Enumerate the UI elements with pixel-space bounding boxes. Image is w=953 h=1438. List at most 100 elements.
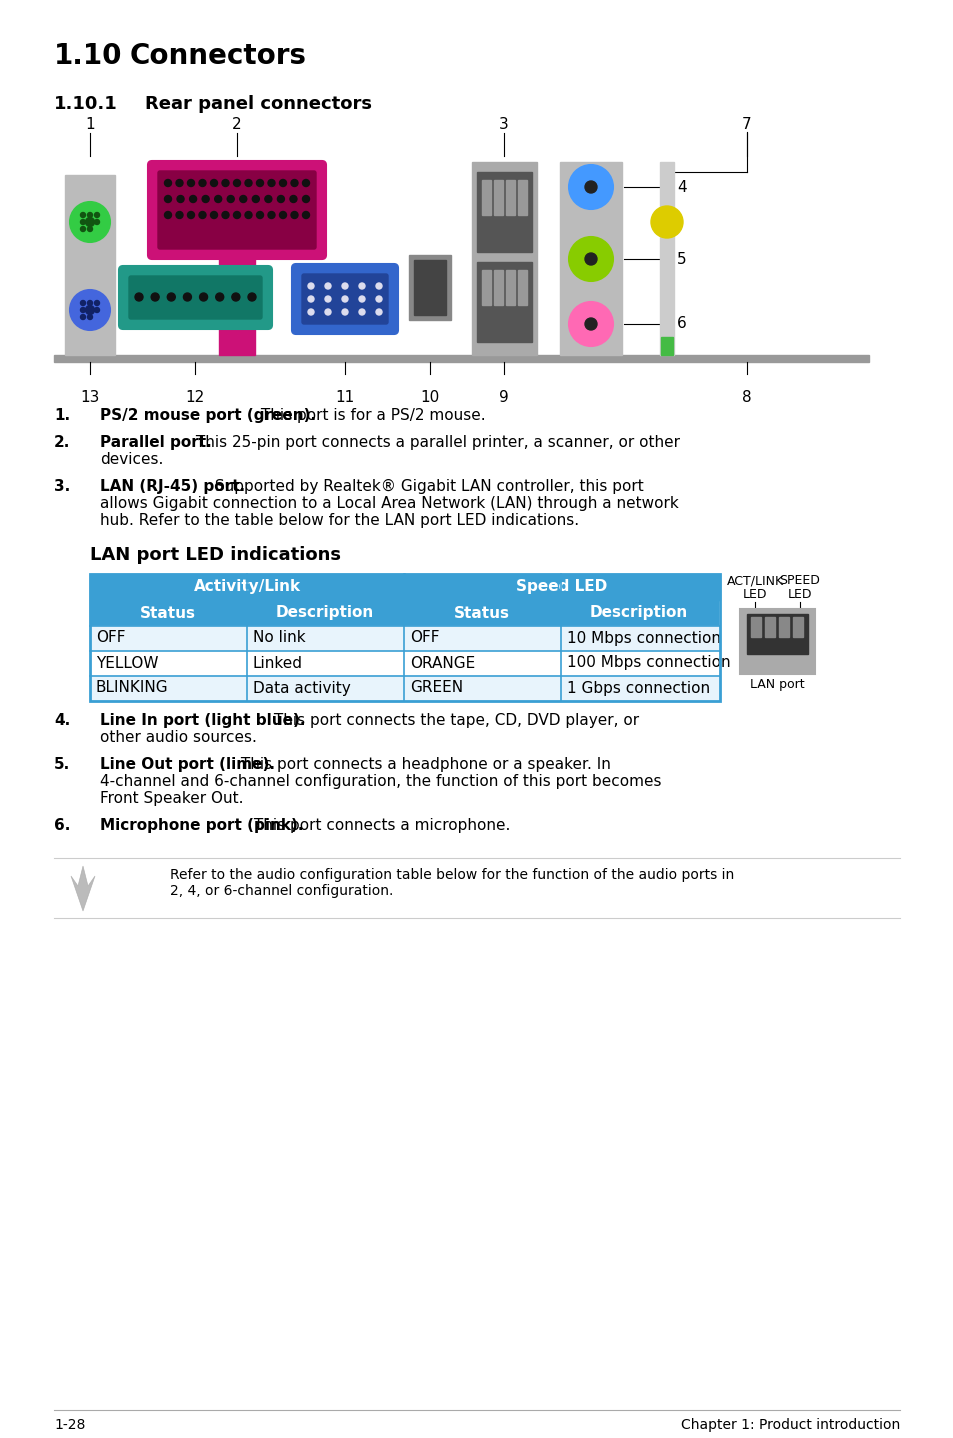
Bar xyxy=(746,614,807,654)
Text: allows Gigabit connection to a Local Area Network (LAN) through a network: allows Gigabit connection to a Local Are… xyxy=(100,496,678,510)
FancyBboxPatch shape xyxy=(148,161,326,259)
Circle shape xyxy=(94,220,99,224)
Circle shape xyxy=(164,180,172,187)
Text: Supported by Realtek® Gigabit LAN controller, this port: Supported by Realtek® Gigabit LAN contro… xyxy=(211,479,643,495)
Text: Description: Description xyxy=(275,605,374,621)
Text: This port connects a headphone or a speaker. In: This port connects a headphone or a spea… xyxy=(236,756,611,772)
Text: Line Out port (lime).: Line Out port (lime). xyxy=(100,756,274,772)
Text: This port connects a microphone.: This port connects a microphone. xyxy=(250,818,511,833)
Circle shape xyxy=(256,211,263,219)
Circle shape xyxy=(94,301,99,305)
Circle shape xyxy=(256,180,263,187)
Text: Status: Status xyxy=(454,605,510,621)
Circle shape xyxy=(650,206,682,239)
Circle shape xyxy=(135,293,143,301)
Text: 3.: 3. xyxy=(54,479,71,495)
Text: ACT/LINK: ACT/LINK xyxy=(725,574,782,587)
Bar xyxy=(219,255,254,355)
FancyBboxPatch shape xyxy=(302,275,388,324)
Text: 4: 4 xyxy=(677,180,686,194)
Bar xyxy=(505,270,515,305)
Circle shape xyxy=(232,293,239,301)
Text: Microphone port (pink).: Microphone port (pink). xyxy=(100,818,303,833)
Circle shape xyxy=(80,227,86,232)
Text: 1-28: 1-28 xyxy=(54,1418,85,1432)
Bar xyxy=(559,162,621,355)
Text: LED: LED xyxy=(787,588,811,601)
Circle shape xyxy=(239,196,247,203)
Text: 1.: 1. xyxy=(54,408,71,423)
Circle shape xyxy=(80,213,86,217)
Text: Line In port (light blue).: Line In port (light blue). xyxy=(100,713,305,728)
Circle shape xyxy=(175,211,183,219)
Text: 8: 8 xyxy=(741,390,751,406)
Text: 2: 2 xyxy=(232,116,241,132)
Circle shape xyxy=(308,309,314,315)
Circle shape xyxy=(568,237,613,280)
Text: This port is for a PS/2 mouse.: This port is for a PS/2 mouse. xyxy=(255,408,485,423)
Circle shape xyxy=(88,213,92,217)
Text: 7: 7 xyxy=(741,116,751,132)
Bar xyxy=(54,355,868,362)
Text: Status: Status xyxy=(140,605,195,621)
Circle shape xyxy=(265,196,272,203)
Text: Rear panel connectors: Rear panel connectors xyxy=(145,95,372,114)
Text: LAN port: LAN port xyxy=(749,677,803,692)
Circle shape xyxy=(375,283,381,289)
Circle shape xyxy=(214,196,221,203)
Circle shape xyxy=(222,211,229,219)
Bar xyxy=(405,574,720,600)
Text: LAN port LED indications: LAN port LED indications xyxy=(90,546,340,564)
Bar xyxy=(90,574,405,600)
Text: 13: 13 xyxy=(80,390,99,406)
Text: Description: Description xyxy=(589,605,687,621)
Circle shape xyxy=(164,211,172,219)
Circle shape xyxy=(325,296,331,302)
Circle shape xyxy=(70,201,110,242)
Circle shape xyxy=(291,211,297,219)
Bar xyxy=(414,260,446,315)
Circle shape xyxy=(358,283,365,289)
Text: LAN (RJ-45) port.: LAN (RJ-45) port. xyxy=(100,479,245,495)
Text: 1 Gbps connection: 1 Gbps connection xyxy=(566,680,709,696)
Polygon shape xyxy=(71,866,95,912)
Text: other audio sources.: other audio sources. xyxy=(100,731,256,745)
Bar xyxy=(90,676,720,700)
Bar xyxy=(481,180,491,216)
Circle shape xyxy=(279,211,286,219)
Bar xyxy=(779,617,788,637)
Bar xyxy=(792,617,802,637)
FancyBboxPatch shape xyxy=(129,276,262,319)
Circle shape xyxy=(88,315,92,319)
Text: Data activity: Data activity xyxy=(253,680,351,696)
Bar xyxy=(740,610,814,674)
Text: 1.10.1: 1.10.1 xyxy=(54,95,117,114)
Circle shape xyxy=(94,213,99,217)
Bar xyxy=(659,162,673,355)
Circle shape xyxy=(277,196,284,203)
Bar xyxy=(764,617,774,637)
Circle shape xyxy=(248,293,255,301)
Circle shape xyxy=(584,318,597,329)
Circle shape xyxy=(233,211,240,219)
Bar xyxy=(494,270,502,305)
Bar xyxy=(403,600,560,626)
Bar xyxy=(505,180,515,216)
Circle shape xyxy=(375,309,381,315)
Circle shape xyxy=(325,283,331,289)
Circle shape xyxy=(279,180,286,187)
Circle shape xyxy=(80,315,86,319)
Circle shape xyxy=(568,165,613,209)
Circle shape xyxy=(188,180,194,187)
Circle shape xyxy=(80,308,86,312)
Bar xyxy=(65,175,115,355)
Circle shape xyxy=(290,196,296,203)
Bar xyxy=(90,600,247,626)
Circle shape xyxy=(164,196,172,203)
Text: 4-channel and 6-channel configuration, the function of this port becomes: 4-channel and 6-channel configuration, t… xyxy=(100,774,660,789)
Text: SPEED: SPEED xyxy=(779,574,820,587)
Text: Connectors: Connectors xyxy=(130,42,307,70)
Circle shape xyxy=(175,180,183,187)
Circle shape xyxy=(86,305,94,315)
Circle shape xyxy=(211,180,217,187)
